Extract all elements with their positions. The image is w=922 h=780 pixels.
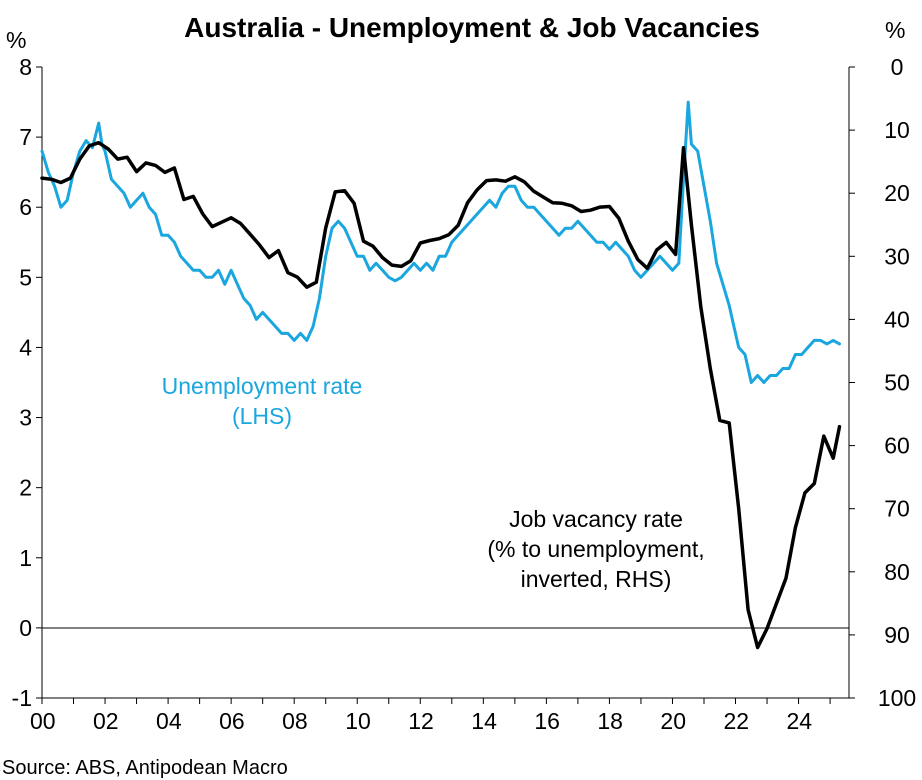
unemployment-rate-line	[40, 100, 841, 384]
annotation-line: (LHS)	[232, 403, 292, 429]
x-tick-label: 06	[219, 708, 245, 734]
right-tick-label: 100	[878, 685, 916, 711]
x-tick-label: 14	[471, 708, 497, 734]
x-tick-label: 00	[30, 708, 56, 734]
left-tick-label: 2	[19, 475, 32, 501]
x-tick-label: 10	[345, 708, 371, 734]
x-tick-label: 02	[93, 708, 119, 734]
x-tick-label: 16	[534, 708, 560, 734]
x-tick-label: 08	[282, 708, 308, 734]
x-tick-label: 12	[408, 708, 434, 734]
left-tick-label: 7	[19, 124, 32, 150]
unemployment-rate-annotation: Unemployment rate (LHS)	[162, 373, 363, 429]
right-tick-label: 90	[884, 622, 910, 648]
left-tick-label: 0	[19, 615, 32, 641]
job-vacancy-rate-annotation: Job vacancy rate (% to unemployment, inv…	[487, 506, 704, 592]
annotation-line: (% to unemployment,	[487, 536, 704, 562]
x-tick-label: 18	[597, 708, 623, 734]
left-tick-label: 4	[19, 334, 32, 360]
right-tick-label: 10	[884, 117, 910, 143]
x-tick-label: 24	[787, 708, 813, 734]
left-tick-label: 8	[19, 54, 32, 80]
right-tick-label: 60	[884, 433, 910, 459]
right-tick-label: 70	[884, 496, 910, 522]
series-layer	[40, 100, 842, 650]
x-tick-label: 22	[723, 708, 749, 734]
left-tick-label: 5	[19, 264, 32, 290]
right-tick-label: 80	[884, 559, 910, 585]
chart-title: Australia - Unemployment & Job Vacancies	[184, 12, 760, 43]
right-tick-label: 0	[891, 54, 904, 80]
right-tick-label: 40	[884, 306, 910, 332]
right-axis-unit: %	[885, 17, 905, 43]
left-tick-label: 1	[19, 545, 32, 571]
right-tick-label: 20	[884, 180, 910, 206]
x-axis-ticks: 00 02 04 06 08 10 12 14 16 18 20 22 24	[30, 698, 831, 734]
left-tick-label: 6	[19, 194, 32, 220]
annotation-line: inverted, RHS)	[521, 566, 672, 592]
left-axis-ticks: -1 0 1 2 3 4 5 6 7 8	[12, 54, 42, 711]
job-vacancy-rate-line	[40, 140, 842, 650]
annotation-line: Job vacancy rate	[509, 506, 683, 532]
left-axis-unit: %	[6, 27, 26, 53]
left-tick-label: 3	[19, 405, 32, 431]
right-tick-label: 30	[884, 243, 910, 269]
right-tick-label: 50	[884, 370, 910, 396]
x-tick-label: 04	[156, 708, 182, 734]
left-tick-label: -1	[12, 685, 32, 711]
annotation-line: Unemployment rate	[162, 373, 363, 399]
x-tick-label: 20	[660, 708, 686, 734]
source-note: Source: ABS, Antipodean Macro	[2, 757, 288, 779]
